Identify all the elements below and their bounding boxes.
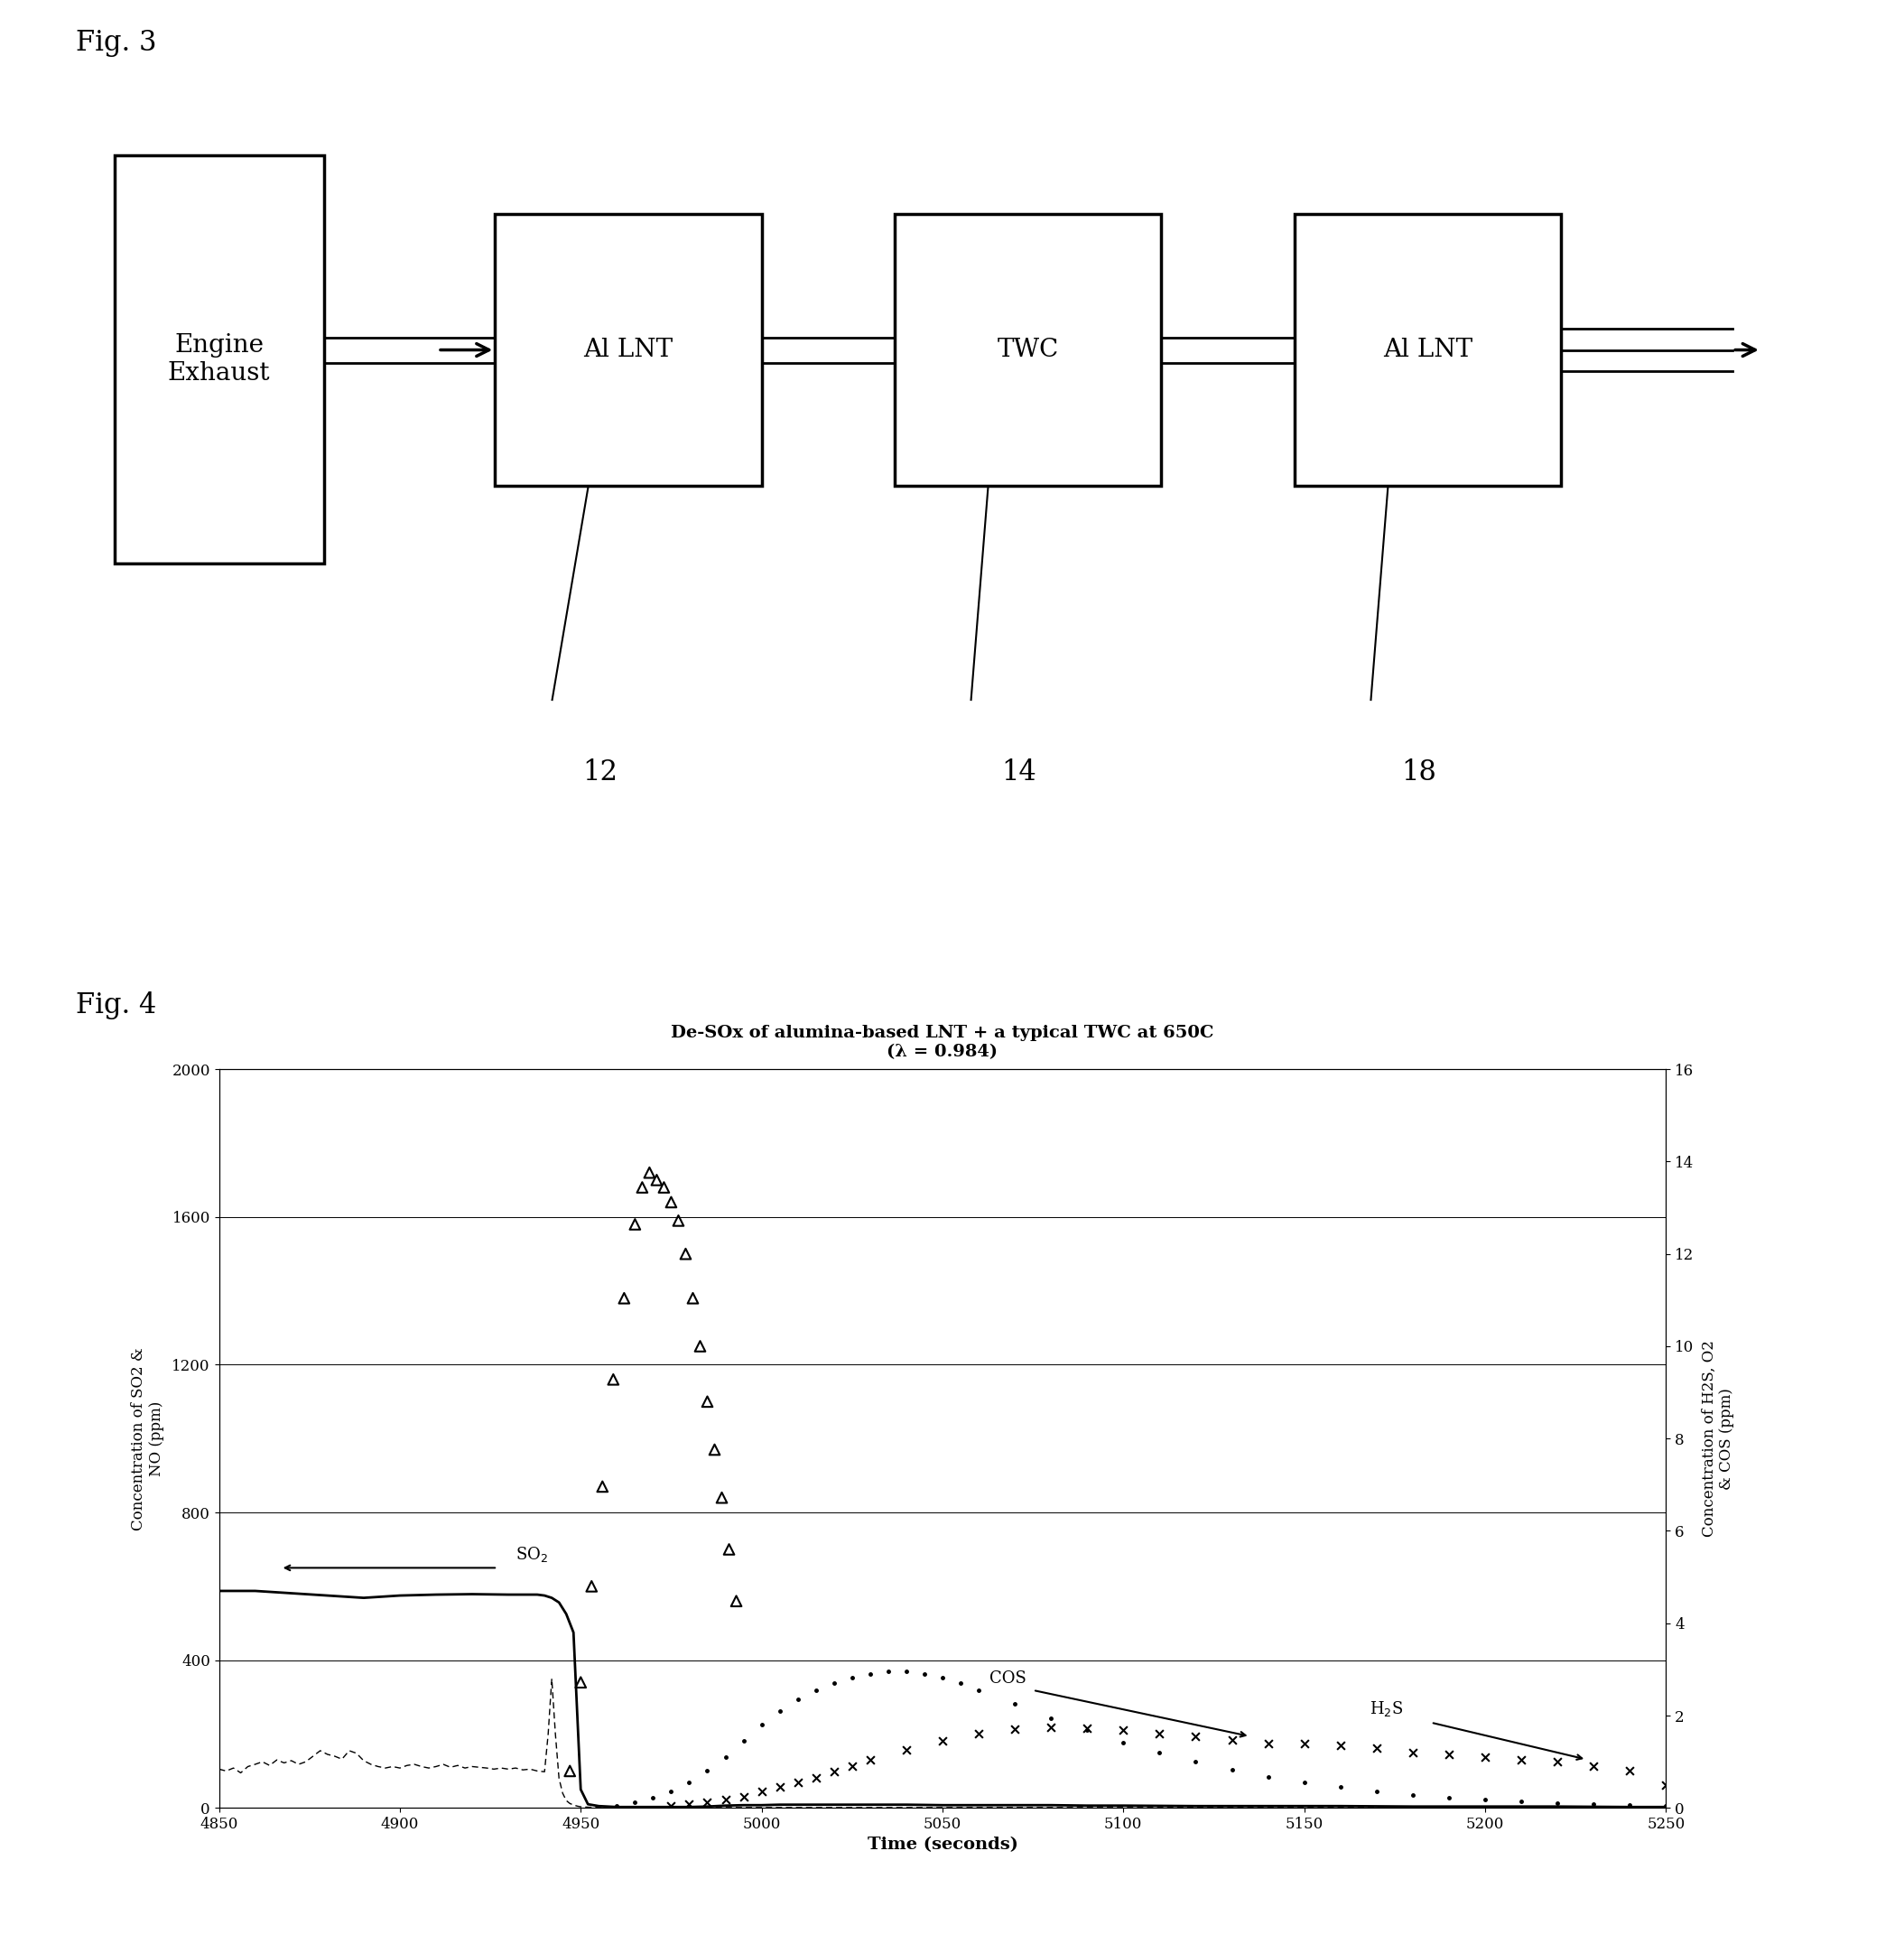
Point	[1289, 1728, 1319, 1759]
Point	[565, 1666, 596, 1697]
Point	[1036, 1711, 1066, 1742]
Point	[1144, 1718, 1175, 1750]
Text: 14: 14	[1002, 758, 1036, 785]
Y-axis label: Concentration of H2S, O2
& COS (ppm): Concentration of H2S, O2 & COS (ppm)	[1702, 1339, 1735, 1538]
Point	[710, 1785, 741, 1816]
Point	[1180, 1720, 1211, 1752]
Point	[663, 1205, 693, 1236]
Point	[1217, 1724, 1247, 1755]
Text: 12: 12	[583, 758, 617, 785]
Text: H$_2$S: H$_2$S	[1369, 1699, 1403, 1718]
Point	[1578, 1752, 1609, 1783]
Point	[685, 1330, 716, 1361]
Point	[1434, 1740, 1464, 1771]
Point	[642, 1164, 672, 1196]
Text: SO$_2$: SO$_2$	[516, 1545, 548, 1565]
Point	[1000, 1715, 1030, 1746]
Point	[634, 1157, 664, 1188]
Bar	[895, 214, 1161, 486]
Point	[706, 1481, 737, 1512]
Point	[963, 1718, 994, 1750]
Point	[586, 1472, 617, 1503]
Text: TWC: TWC	[998, 338, 1059, 362]
Text: Al LNT: Al LNT	[1382, 338, 1474, 362]
Point	[1361, 1732, 1392, 1763]
Point	[1253, 1728, 1283, 1759]
Point	[699, 1435, 729, 1466]
Text: Engine
Exhaust: Engine Exhaust	[168, 332, 270, 387]
Point	[891, 1734, 922, 1765]
Point	[1651, 1769, 1681, 1800]
Point	[1470, 1742, 1500, 1773]
Point	[670, 1238, 701, 1269]
Point	[657, 1790, 687, 1822]
Point	[746, 1777, 777, 1808]
Point	[722, 1586, 752, 1617]
Point	[1542, 1746, 1573, 1777]
Bar	[114, 156, 324, 564]
X-axis label: Time (seconds): Time (seconds)	[866, 1837, 1019, 1853]
Point	[819, 1755, 849, 1787]
Point	[1398, 1738, 1428, 1769]
Point	[765, 1771, 796, 1802]
Point	[783, 1767, 813, 1798]
Text: 18: 18	[1401, 758, 1436, 785]
Point	[598, 1365, 628, 1396]
Bar	[1295, 214, 1561, 486]
Point	[693, 1787, 724, 1818]
Point	[1615, 1755, 1645, 1787]
Bar	[495, 214, 762, 486]
Point	[693, 1386, 724, 1417]
Title: De-SOx of alumina-based LNT + a typical TWC at 650C
(λ = 0.984): De-SOx of alumina-based LNT + a typical …	[670, 1024, 1215, 1059]
Point	[554, 1755, 585, 1787]
Point	[1325, 1730, 1356, 1761]
Point	[674, 1788, 704, 1820]
Point	[927, 1726, 958, 1757]
Point	[621, 1209, 651, 1240]
Y-axis label: Concentration of SO2 &
NO (ppm): Concentration of SO2 & NO (ppm)	[131, 1347, 164, 1530]
Text: Fig. 4: Fig. 4	[76, 991, 156, 1019]
Text: COS: COS	[990, 1670, 1026, 1687]
Point	[714, 1534, 744, 1565]
Point	[609, 1283, 640, 1314]
Point	[577, 1571, 607, 1602]
Text: Al LNT: Al LNT	[583, 338, 674, 362]
Point	[626, 1172, 657, 1203]
Point	[1072, 1713, 1102, 1744]
Text: Fig. 3: Fig. 3	[76, 29, 156, 56]
Point	[657, 1186, 687, 1217]
Point	[678, 1283, 708, 1314]
Point	[855, 1744, 885, 1775]
Point	[1506, 1744, 1537, 1775]
Point	[1108, 1715, 1139, 1746]
Point	[729, 1781, 760, 1812]
Point	[802, 1763, 832, 1794]
Point	[838, 1752, 868, 1783]
Point	[649, 1172, 680, 1203]
